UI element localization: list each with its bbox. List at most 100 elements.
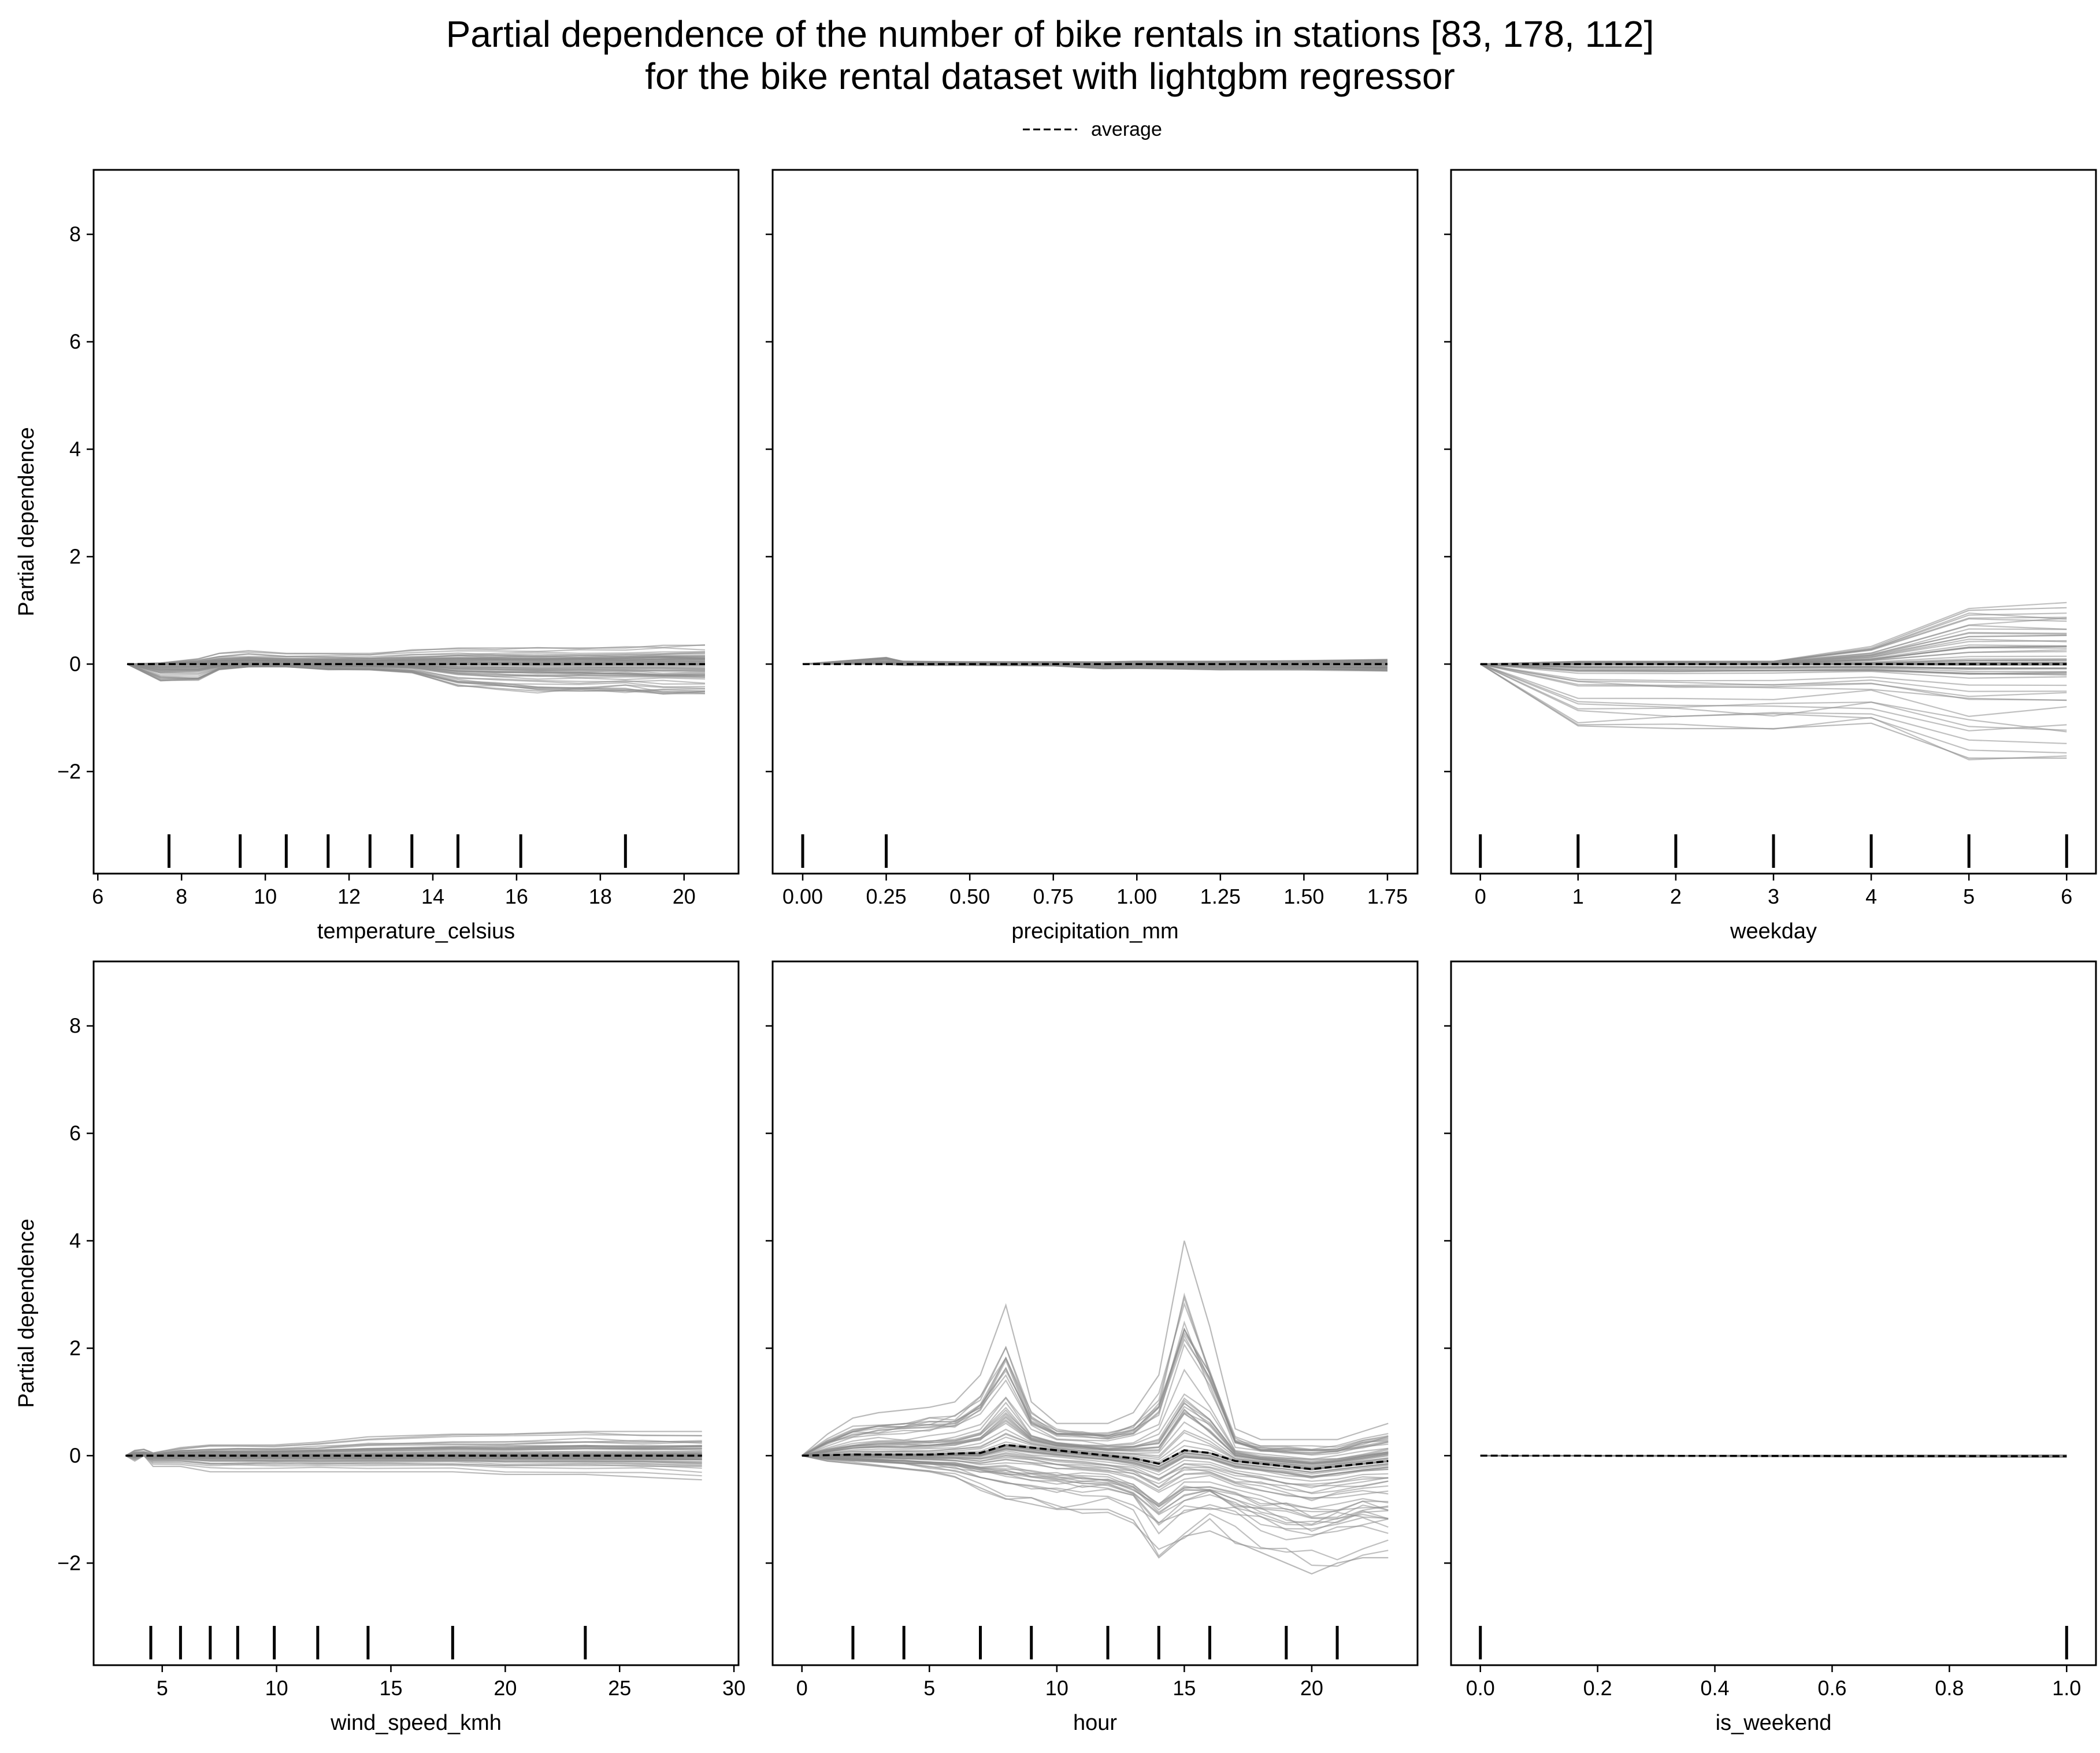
plot-area: [1480, 1454, 2067, 1458]
figure-title-line-1: Partial dependence of the number of bike…: [446, 13, 1654, 55]
ice-line: [802, 1453, 1389, 1485]
y-tick-label: 0: [69, 652, 81, 675]
x-tick-label: 6: [2061, 885, 2072, 908]
x-tick-label: 18: [589, 885, 612, 908]
axes-frame: [771, 960, 1419, 1666]
subplot-3: 0 1 2 3 4 5 6 weekday: [1444, 169, 2097, 944]
ice-line: [802, 1455, 1389, 1561]
x-tick-label: 0.8: [1935, 1676, 1964, 1700]
legend: average: [1022, 116, 1162, 143]
axes-frame: [92, 169, 740, 875]
x-tick-label: 15: [1173, 1676, 1196, 1700]
ice-line: [1480, 663, 2067, 679]
x-tick-label: 0.75: [1033, 885, 1074, 908]
ice-line-upper: [802, 657, 1388, 665]
x-tick-label: 1.00: [1116, 885, 1157, 908]
x-tick-label: 0.00: [782, 885, 823, 908]
x-tick-label: 15: [379, 1676, 402, 1700]
x-tick-label: 30: [722, 1676, 745, 1700]
ice-line: [802, 1455, 1389, 1494]
average-line: [802, 1444, 1389, 1470]
ice-line: [802, 1421, 1389, 1466]
y-tick-label: −2: [57, 1551, 81, 1574]
ice-line: [127, 655, 706, 665]
x-tick-label: 6: [92, 885, 103, 908]
x-tick-label: 5: [157, 1676, 168, 1700]
ice-line: [125, 1455, 702, 1468]
x-tick-label: 20: [1300, 1676, 1323, 1700]
legend-dashed-line-icon: [1023, 128, 1077, 131]
ice-line: [1480, 663, 2067, 701]
y-axis-label: Partial dependence: [14, 427, 39, 616]
x-axis-label: wind_speed_kmh: [330, 1711, 502, 1735]
plot-area: [1480, 601, 2067, 761]
x-tick-label: 14: [421, 885, 444, 908]
x-axis-label: temperature_celsius: [317, 919, 515, 944]
x-tick-label: 0.4: [1701, 1676, 1730, 1700]
ice-line: [1480, 663, 2067, 744]
figure-title-line-2: for the bike rental dataset with lightgb…: [645, 55, 1455, 97]
x-tick-label: 8: [176, 885, 187, 908]
y-tick-label: 0: [69, 1443, 81, 1467]
x-axis-label: precipitation_mm: [1011, 919, 1178, 944]
subplot-6: 0.0 0.2 0.4 0.6 0.8 1.0 is_weekend: [1444, 960, 2097, 1735]
x-tick-label: 3: [1768, 885, 1779, 908]
ice-line: [1480, 663, 2067, 701]
x-tick-label: 10: [254, 885, 277, 908]
x-tick-label: 0.6: [1817, 1676, 1846, 1700]
x-tick-label: 0: [796, 1676, 808, 1700]
x-tick-label: 0: [1475, 885, 1486, 908]
x-tick-label: 1: [1572, 885, 1584, 908]
ice-line-upper: [125, 1431, 702, 1457]
x-tick-label: 25: [608, 1676, 631, 1700]
x-tick-label: 20: [494, 1676, 517, 1700]
ice-line: [802, 1328, 1389, 1457]
ice-line: [802, 1368, 1389, 1460]
ice-line: [127, 663, 706, 676]
ice-line: [802, 1406, 1389, 1464]
x-tick-label: 0.50: [949, 885, 990, 908]
y-tick-label: 8: [69, 222, 81, 246]
ice-line-upper: [127, 644, 705, 665]
x-axis-label: weekday: [1730, 919, 1817, 944]
ice-line: [1480, 663, 2067, 718]
ice-line: [802, 1455, 1389, 1518]
average-line: [1480, 1454, 2067, 1458]
ice-line-lower: [125, 1454, 702, 1481]
ice-line: [802, 1432, 1389, 1468]
ice-line: [802, 1436, 1389, 1469]
ice-line-upper: [801, 1241, 1389, 1457]
ice-line: [1480, 663, 2067, 697]
ice-line: [125, 1447, 702, 1457]
subplot-2: 0.00 0.25 0.50 0.75 1.00 1.25 1.50 1.75 precipit…: [766, 169, 1419, 944]
y-tick-label: 4: [69, 1228, 81, 1252]
ice-line: [127, 647, 706, 665]
y-tick-label: 4: [69, 437, 81, 460]
y-tick-label: 6: [69, 330, 81, 354]
ice-line: [1480, 663, 2067, 733]
ice-line-upper: [1480, 607, 2067, 665]
ice-line: [802, 1320, 1389, 1457]
ice-line: [802, 1302, 1389, 1457]
plot-area: [802, 656, 1388, 672]
x-tick-label: 1.75: [1367, 885, 1408, 908]
ice-line-lower: [802, 1455, 1389, 1575]
x-tick-label: 5: [1963, 885, 1975, 908]
ice-line: [802, 1455, 1389, 1530]
y-tick-label: 2: [69, 1336, 81, 1360]
subplot-1: 6 8 10 12 14 16 18 20 −2 0 2 4 6 8 temperature_celsius…: [14, 169, 740, 944]
y-tick-label: 8: [69, 1014, 81, 1038]
x-tick-label: 10: [1045, 1676, 1068, 1700]
x-tick-label: 16: [505, 885, 528, 908]
x-axis-label: hour: [1073, 1711, 1117, 1735]
ice-line-lower: [803, 663, 1388, 671]
y-tick-label: −2: [57, 759, 81, 783]
x-tick-label: 10: [265, 1676, 288, 1700]
axes-frame: [771, 169, 1419, 875]
axes-frame: [1450, 169, 2097, 875]
subplot-5: 0 5 10 15 20 hour: [766, 960, 1419, 1735]
legend-label-average: average: [1091, 118, 1162, 140]
ice-line: [802, 1327, 1389, 1457]
